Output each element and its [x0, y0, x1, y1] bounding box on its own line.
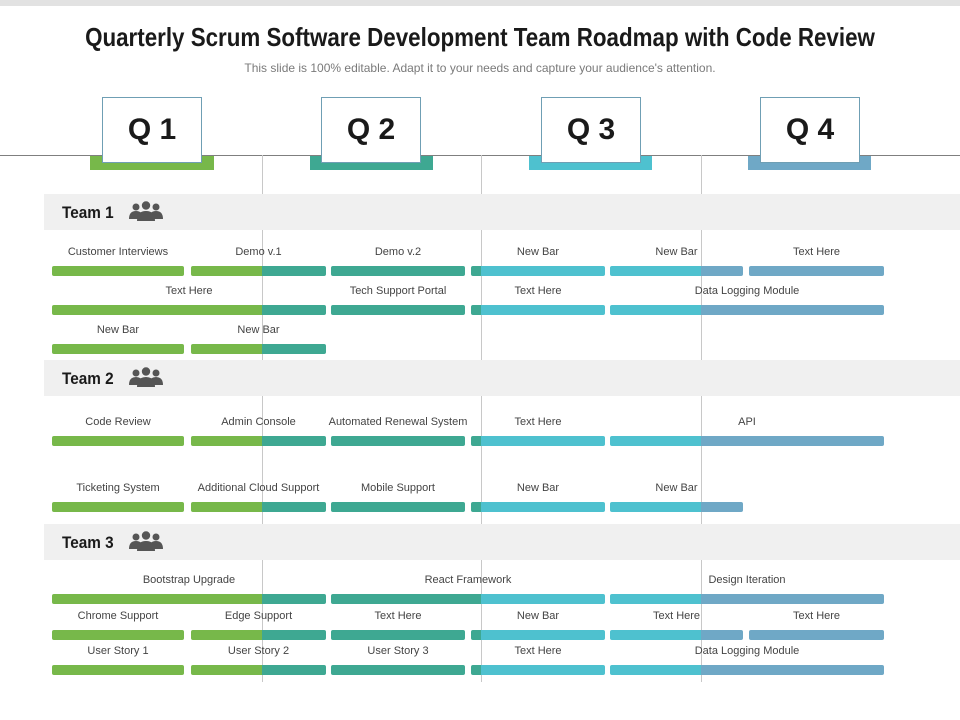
roadmap-bar-label: Code Review [85, 416, 151, 428]
team-header-3: Team 3 [44, 524, 960, 560]
roadmap-bar-label: Text Here [514, 645, 562, 657]
roadmap-bar[interactable] [610, 630, 743, 640]
roadmap-bar-label: Data Logging Module [694, 285, 800, 297]
roadmap-bar-label: User Story 2 [227, 645, 290, 657]
roadmap-bar-label: React Framework [424, 574, 512, 586]
top-accent-bar [0, 0, 960, 6]
roadmap-bar[interactable] [610, 305, 884, 315]
roadmap-bar-label: Automated Renewal System [328, 416, 468, 428]
roadmap-bar-label: Data Logging Module [694, 645, 800, 657]
team-name: Team 2 [62, 369, 114, 388]
roadmap-bar[interactable] [610, 502, 743, 512]
team-header-2: Team 2 [44, 360, 960, 396]
team-name: Team 3 [62, 533, 114, 552]
quarter-divider-1 [262, 155, 263, 682]
roadmap-bar-label: Text Here [652, 610, 701, 622]
roadmap-bar-label: Additional Cloud Support [197, 482, 320, 494]
roadmap-bar[interactable] [191, 502, 326, 512]
roadmap-bar-label: New Bar [516, 246, 560, 258]
roadmap-bar[interactable] [191, 630, 326, 640]
roadmap-bar[interactable] [191, 436, 326, 446]
roadmap-bar-label: Edge Support [224, 610, 293, 622]
roadmap-bar-label: Design Iteration [708, 574, 786, 586]
roadmap-bar[interactable] [331, 594, 605, 604]
roadmap-bar[interactable] [471, 436, 605, 446]
roadmap-bar-label: New Bar [516, 610, 560, 622]
quarter-divider-2 [481, 155, 482, 682]
users-group-icon [128, 366, 164, 388]
roadmap-bar-label: Bootstrap Upgrade [142, 574, 236, 586]
roadmap-bar[interactable] [331, 266, 465, 276]
roadmap-bar[interactable] [52, 344, 184, 354]
roadmap-bar-label: Tech Support Portal [349, 285, 447, 297]
roadmap-bar-label: Admin Console [221, 416, 296, 428]
roadmap-bar[interactable] [331, 305, 465, 315]
roadmap-bar-label: Chrome Support [77, 610, 159, 622]
roadmap-bar[interactable] [471, 630, 605, 640]
roadmap-bar[interactable] [191, 344, 326, 354]
roadmap-bar[interactable] [331, 502, 465, 512]
roadmap-bar[interactable] [52, 266, 184, 276]
roadmap-bar-label: Customer Interviews [67, 246, 169, 258]
roadmap-bar-label: Text Here [514, 416, 562, 428]
quarter-label-3: Q 3 [541, 97, 641, 163]
roadmap-bar[interactable] [610, 594, 884, 604]
quarter-divider-3 [701, 155, 702, 682]
roadmap-bar[interactable] [331, 436, 465, 446]
roadmap-bar-label: Text Here [514, 285, 562, 297]
team-header-1: Team 1 [44, 194, 960, 230]
team-name: Team 1 [62, 203, 114, 222]
quarter-label-1: Q 1 [102, 97, 202, 163]
roadmap-bar[interactable] [610, 665, 884, 675]
quarter-label-2: Q 2 [321, 97, 421, 163]
roadmap-bar[interactable] [331, 630, 465, 640]
roadmap-bar-label: New Bar [96, 324, 140, 336]
roadmap-bar-label: Ticketing System [76, 482, 160, 494]
roadmap-bar[interactable] [52, 665, 184, 675]
roadmap-bar-label: Demo v.2 [374, 246, 422, 258]
roadmap-bar-label: User Story 1 [87, 645, 149, 657]
roadmap-bar-label: New Bar [237, 324, 280, 336]
quarter-label-4: Q 4 [760, 97, 860, 163]
roadmap-bar-label: Text Here [792, 246, 841, 258]
roadmap-bar[interactable] [749, 266, 884, 276]
roadmap-bar-label: API [738, 416, 756, 428]
roadmap-bar[interactable] [610, 436, 884, 446]
roadmap-bar[interactable] [610, 266, 743, 276]
roadmap-bar[interactable] [191, 266, 326, 276]
timeline-axis [0, 155, 960, 156]
roadmap-bar[interactable] [52, 436, 184, 446]
users-group-icon [128, 200, 164, 222]
roadmap-bar[interactable] [471, 502, 605, 512]
roadmap-bar-label: User Story 3 [367, 645, 429, 657]
roadmap-bar[interactable] [52, 502, 184, 512]
roadmap-bar-label: New Bar [655, 246, 698, 258]
page-title: Quarterly Scrum Software Development Tea… [85, 22, 875, 52]
roadmap-bar[interactable] [331, 665, 465, 675]
roadmap-bar-label: Mobile Support [361, 482, 435, 494]
roadmap-bar[interactable] [52, 594, 326, 604]
roadmap-bar[interactable] [471, 305, 605, 315]
roadmap-bar-label: Text Here [792, 610, 841, 622]
roadmap-bar-label: Text Here [165, 285, 213, 297]
roadmap-bar[interactable] [749, 630, 884, 640]
page-subtitle: This slide is 100% editable. Adapt it to… [244, 61, 716, 75]
roadmap-bar[interactable] [52, 630, 184, 640]
roadmap-bar-label: Demo v.1 [235, 246, 282, 258]
roadmap-bar[interactable] [471, 266, 605, 276]
users-group-icon [128, 530, 164, 552]
roadmap-bar-label: New Bar [655, 482, 698, 494]
roadmap-bar[interactable] [52, 305, 326, 315]
roadmap-bar[interactable] [471, 665, 605, 675]
roadmap-bar-label: New Bar [516, 482, 560, 494]
roadmap-bar[interactable] [191, 665, 326, 675]
roadmap-bar-label: Text Here [374, 610, 422, 622]
